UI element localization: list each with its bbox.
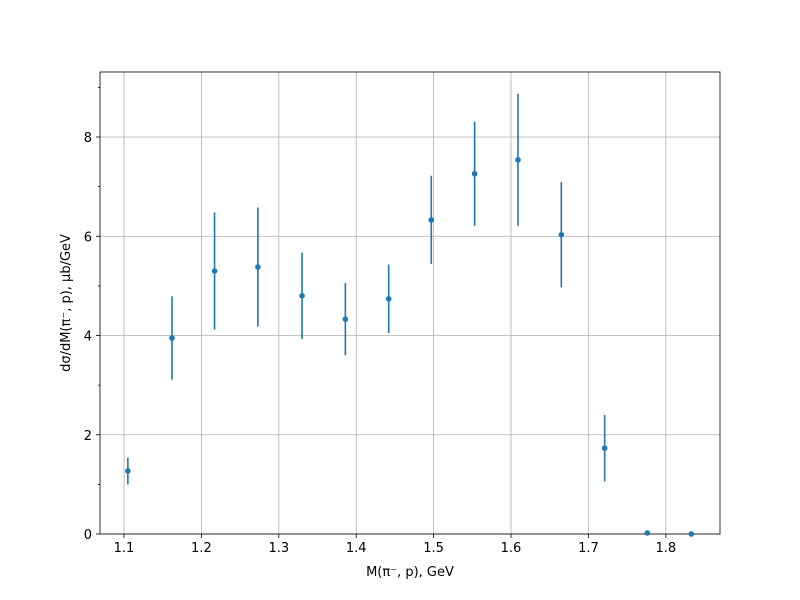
data-point xyxy=(385,295,392,302)
x-tick-label: 1.5 xyxy=(423,541,444,556)
data-point xyxy=(428,217,435,223)
data-point xyxy=(471,170,478,177)
x-tick-label: 1.2 xyxy=(191,541,212,556)
data-point xyxy=(169,335,175,341)
plot-frame xyxy=(99,71,721,535)
y-tick-label: 4 xyxy=(84,330,92,345)
x-tick-label: 1.6 xyxy=(501,541,522,556)
data-point xyxy=(299,293,305,299)
data-point xyxy=(601,445,608,451)
data-point xyxy=(342,316,349,322)
y-axis-label: dσ/dM(π⁻, p), μb/GeV xyxy=(59,234,74,372)
x-tick-label: 1.4 xyxy=(346,541,367,556)
x-axis-label: M(π⁻, p), GeV xyxy=(366,565,454,580)
x-tick-label: 1.1 xyxy=(114,541,135,556)
x-tick-label: 1.8 xyxy=(655,541,676,556)
data-point xyxy=(125,468,131,474)
data-point xyxy=(515,157,521,163)
x-tick-label: 1.7 xyxy=(578,541,599,556)
data-point xyxy=(688,531,695,537)
y-tick-label: 2 xyxy=(84,429,92,444)
y-tick-label: 8 xyxy=(84,131,92,146)
y-tick-label: 0 xyxy=(84,528,92,543)
data-point xyxy=(211,268,218,274)
x-tick-label: 1.3 xyxy=(268,541,289,556)
data-point xyxy=(644,530,651,536)
y-tick-label: 6 xyxy=(84,230,92,245)
data-point xyxy=(558,231,565,238)
data-point xyxy=(255,264,261,270)
